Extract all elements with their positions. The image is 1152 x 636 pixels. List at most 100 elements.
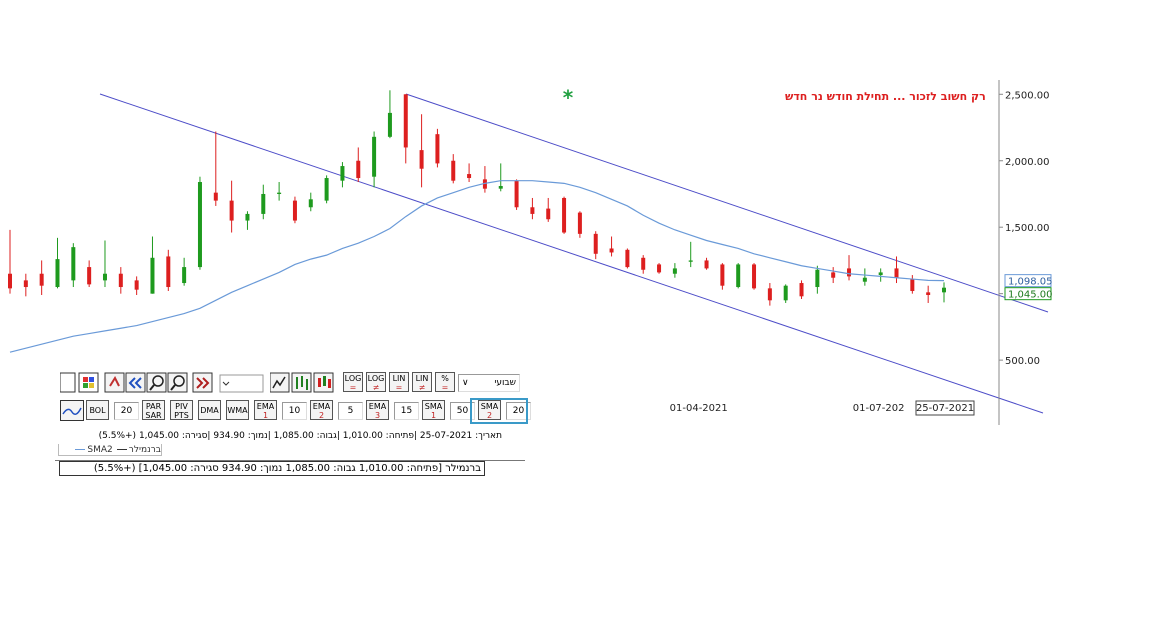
candle-body (467, 174, 472, 179)
scale-button[interactable]: LIN = (389, 372, 409, 392)
button-label[interactable]: LIN (415, 374, 429, 383)
button-sub[interactable]: 3 (374, 411, 381, 420)
icon[interactable] (104, 372, 125, 393)
candle-body (815, 269, 820, 288)
icon-frame (60, 400, 84, 421)
candle-body (324, 178, 329, 201)
candle-body (767, 288, 772, 301)
indicator-button[interactable]: EMA 1 (254, 400, 277, 420)
button-label[interactable]: EMA (368, 402, 387, 411)
candle-body (847, 268, 852, 277)
icon-part (272, 376, 286, 389)
icon-part (83, 383, 88, 388)
button-sub[interactable]: SAR (145, 411, 162, 420)
period-input[interactable]: 20 (506, 402, 531, 420)
candle-body (514, 180, 519, 208)
scale-button[interactable]: % = (435, 372, 455, 392)
indicator-button[interactable]: EMA 2 (310, 400, 333, 420)
icon-part (196, 377, 210, 389)
button-sub[interactable]: ≠ (418, 383, 426, 392)
indicator-button[interactable]: WMA (226, 400, 249, 420)
button-label[interactable]: SMA (424, 402, 443, 411)
button-sub[interactable]: = (395, 383, 403, 392)
icon[interactable] (78, 372, 99, 393)
indicator-button[interactable]: DMA (198, 400, 221, 420)
dropdown-arrow: ∨ (462, 378, 469, 388)
button-sub[interactable]: 2 (486, 411, 493, 420)
button-label[interactable]: % (441, 374, 449, 383)
icon-part (323, 376, 326, 386)
scale-button[interactable]: LOG = (343, 372, 363, 392)
selection-highlight (470, 398, 528, 424)
candle-body (166, 256, 171, 288)
icon-part (62, 407, 82, 415)
button-sub[interactable]: = (441, 383, 449, 392)
icon[interactable] (60, 400, 84, 422)
button-sub[interactable]: PTS (174, 411, 189, 420)
button-label[interactable]: BOL (89, 406, 106, 415)
annotation-mark: * (563, 86, 574, 110)
candle-body (482, 179, 487, 189)
button-label[interactable]: PIV (175, 402, 188, 411)
icon-part (89, 383, 94, 388)
icon[interactable] (270, 372, 290, 393)
candle-body (609, 248, 614, 253)
price-label-box (1004, 274, 1052, 288)
candle-body (403, 94, 408, 148)
scale-button[interactable]: LOG ≠ (366, 372, 386, 392)
button-sub[interactable]: 2 (318, 411, 325, 420)
button-label[interactable]: LIN (392, 374, 406, 383)
indicator-button[interactable]: EMA 3 (366, 400, 389, 420)
y-tick-label: 2,000.00 (1005, 157, 1050, 168)
indicator-button[interactable]: SMA 1 (422, 400, 445, 420)
candle-body (229, 200, 234, 221)
button-label[interactable]: EMA (256, 402, 275, 411)
candle-body (562, 197, 567, 233)
candle-body (799, 283, 804, 297)
price-label: 1,098.05 (1008, 277, 1053, 288)
period-input[interactable]: 5 (338, 402, 363, 420)
button-sub[interactable]: ≠ (372, 383, 380, 392)
x-tick-label: 01-07-202 (853, 403, 905, 414)
button-sub[interactable]: 1 (262, 411, 269, 420)
button-label[interactable]: EMA (312, 402, 331, 411)
candle-body (657, 264, 662, 273)
indicator-button[interactable]: BOL (86, 400, 109, 420)
period-dropdown: שבועי ∨ (458, 374, 520, 392)
icon-part (318, 378, 321, 387)
button-label[interactable]: LOG (367, 374, 385, 383)
period-input[interactable]: 50 (450, 402, 475, 420)
button-sub[interactable]: 1 (430, 411, 437, 420)
price-label-box (1004, 287, 1052, 301)
y-tick-label: 1,500.00 (1005, 223, 1050, 234)
candle-body (530, 207, 535, 214)
button-label[interactable]: PAR (145, 402, 162, 411)
button-label[interactable]: WMA (227, 406, 248, 415)
indicator-button[interactable]: PAR SAR (142, 400, 165, 420)
period-input[interactable]: 15 (394, 402, 419, 420)
button-label[interactable]: LOG (344, 374, 362, 383)
trend-line (99, 93, 1044, 414)
period-input[interactable]: 10 (282, 402, 307, 420)
candle-body (878, 272, 883, 276)
button-label[interactable]: SMA (480, 402, 499, 411)
candle-body (150, 257, 155, 294)
icon[interactable] (60, 372, 76, 393)
button-sub[interactable]: = (349, 383, 357, 392)
icon-part (296, 376, 308, 390)
candle-body (277, 192, 282, 194)
period-input[interactable]: 20 (114, 402, 139, 420)
candle-body (213, 192, 218, 201)
candle-body (71, 247, 76, 281)
button-label[interactable]: DMA (200, 406, 219, 415)
indicator-button[interactable]: SMA 2 (478, 400, 501, 420)
indicator-button[interactable]: PIV PTS (170, 400, 193, 420)
legend-item: ברנמילר (116, 444, 161, 455)
x-tick-label: 25-07-2021 (916, 403, 974, 414)
scale-button[interactable]: LIN ≠ (412, 372, 432, 392)
legend-swatch (75, 449, 86, 450)
dropdown[interactable] (219, 374, 264, 393)
candle-body (39, 273, 44, 286)
candle-body (372, 136, 377, 177)
